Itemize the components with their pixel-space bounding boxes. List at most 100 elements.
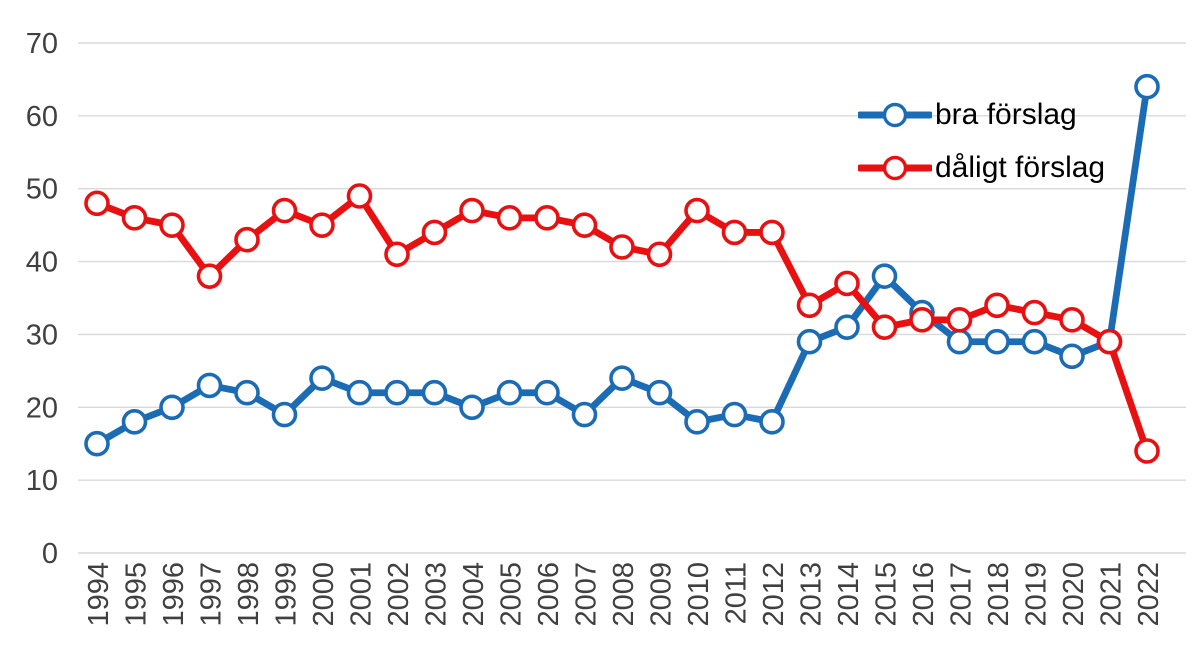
- x-axis-tick-label: 2009: [646, 562, 678, 627]
- y-axis-tick-label: 30: [26, 319, 58, 351]
- x-axis-tick-label: 1996: [158, 562, 190, 627]
- y-axis-tick-label: 50: [26, 174, 58, 206]
- data-point-marker: [684, 409, 710, 435]
- y-axis-tick-label: 70: [26, 28, 58, 60]
- x-axis-tick-label: 1994: [83, 562, 115, 627]
- data-point-marker: [121, 409, 148, 435]
- data-point-marker: [384, 379, 410, 406]
- legend-marker-blue-line-icon: [858, 102, 932, 127]
- data-point-marker: [84, 190, 110, 217]
- legend-marker-red-line-icon: [858, 155, 932, 180]
- x-axis-tick-label: 2002: [383, 562, 415, 627]
- data-point-marker: [196, 372, 223, 399]
- x-axis-tick-label: 2005: [496, 562, 528, 627]
- data-point-marker: [946, 307, 973, 333]
- x-axis-tick-label: 2016: [908, 562, 940, 627]
- data-point-marker: [1134, 438, 1160, 464]
- x-axis-tick-label: 2003: [421, 562, 453, 627]
- data-point-marker: [646, 241, 673, 268]
- y-axis-tick-label: 10: [26, 465, 58, 497]
- x-axis-tick-label: 1998: [233, 562, 265, 627]
- data-point-marker: [1059, 307, 1085, 333]
- data-point-marker: [234, 379, 260, 406]
- data-point-marker: [834, 270, 860, 297]
- data-point-marker: [271, 401, 298, 428]
- legend-label-daligt-forslag: dåligt förslag: [935, 150, 1106, 184]
- x-axis-tick-label: 2000: [308, 562, 340, 627]
- data-point-marker: [1096, 328, 1123, 355]
- x-axis-tick-label: 2007: [571, 562, 603, 627]
- y-axis-tick-label: 60: [26, 101, 58, 133]
- data-point-marker: [534, 205, 560, 231]
- x-axis-tick-label: 2021: [1096, 562, 1128, 627]
- y-axis-tick-label: 0: [42, 538, 58, 570]
- data-point-marker: [571, 401, 598, 428]
- data-point-marker: [159, 394, 185, 421]
- x-axis-tick-label: 2017: [946, 562, 978, 627]
- data-point-marker: [309, 212, 335, 238]
- legend-item-daligt-forslag: dåligt förslag: [858, 147, 1105, 188]
- data-point-marker: [271, 197, 298, 224]
- chart-legend: bra förslag dåligt förslag: [858, 94, 1105, 188]
- data-point-marker: [834, 314, 860, 340]
- data-point-marker: [909, 307, 935, 333]
- data-point-marker: [84, 430, 110, 457]
- legend-item-bra-forslag: bra förslag: [858, 94, 1105, 135]
- x-axis-tick-label: 2010: [683, 562, 715, 627]
- x-axis-tick-label: 1999: [271, 562, 303, 627]
- x-axis-tick-label: 2004: [458, 562, 490, 627]
- x-axis-tick-label: 2014: [833, 562, 865, 627]
- data-point-marker: [946, 328, 973, 355]
- x-axis-tick-label: 2013: [796, 562, 828, 627]
- x-axis-tick-label: 2015: [871, 562, 903, 627]
- data-point-marker: [984, 292, 1010, 319]
- x-axis-tick-label: 2012: [758, 562, 790, 627]
- x-axis-tick-label: 2008: [608, 562, 640, 627]
- x-axis-tick-label: 2020: [1058, 562, 1090, 627]
- x-axis-tick-label: 2001: [346, 562, 378, 627]
- data-point-marker: [534, 379, 560, 406]
- data-point-marker: [496, 379, 523, 406]
- data-point-marker: [646, 379, 673, 406]
- data-point-marker: [159, 212, 185, 238]
- data-point-marker: [759, 409, 785, 435]
- data-point-marker: [609, 234, 635, 260]
- y-axis-tick-label: 20: [26, 392, 58, 424]
- data-point-marker: [984, 328, 1010, 355]
- data-point-marker: [1021, 299, 1048, 326]
- x-axis-tick-label: 1995: [121, 562, 153, 627]
- legend-label-bra-forslag: bra förslag: [935, 97, 1077, 131]
- data-point-marker: [1059, 343, 1085, 370]
- data-point-marker: [871, 263, 898, 289]
- data-point-marker: [796, 292, 823, 319]
- x-axis-tick-label: 2022: [1133, 562, 1165, 627]
- data-point-marker: [421, 219, 448, 246]
- x-axis-tick-label: 2018: [983, 562, 1015, 627]
- data-point-marker: [684, 197, 710, 224]
- data-point-marker: [721, 219, 748, 246]
- data-point-marker: [796, 328, 823, 355]
- data-point-marker: [721, 401, 748, 428]
- data-point-marker: [346, 379, 373, 406]
- data-point-marker: [1021, 328, 1048, 355]
- data-point-marker: [121, 205, 148, 231]
- data-point-marker: [346, 183, 373, 209]
- data-point-marker: [459, 197, 485, 224]
- data-point-marker: [196, 263, 223, 289]
- data-point-marker: [571, 212, 598, 238]
- x-axis-tick-label: 1997: [196, 562, 228, 627]
- data-point-marker: [234, 226, 260, 253]
- data-point-marker: [421, 379, 448, 406]
- data-point-marker: [871, 314, 898, 340]
- data-point-marker: [309, 365, 335, 391]
- data-point-marker: [384, 241, 410, 268]
- x-axis-tick-label: 2019: [1021, 562, 1053, 627]
- x-axis-tick-label: 2006: [533, 562, 565, 627]
- data-point-marker: [496, 205, 523, 231]
- data-point-marker: [609, 365, 635, 391]
- data-point-marker: [459, 394, 485, 421]
- data-point-marker: [759, 219, 785, 246]
- y-axis-tick-label: 40: [26, 247, 58, 279]
- x-axis-tick-label: 2011: [721, 562, 753, 624]
